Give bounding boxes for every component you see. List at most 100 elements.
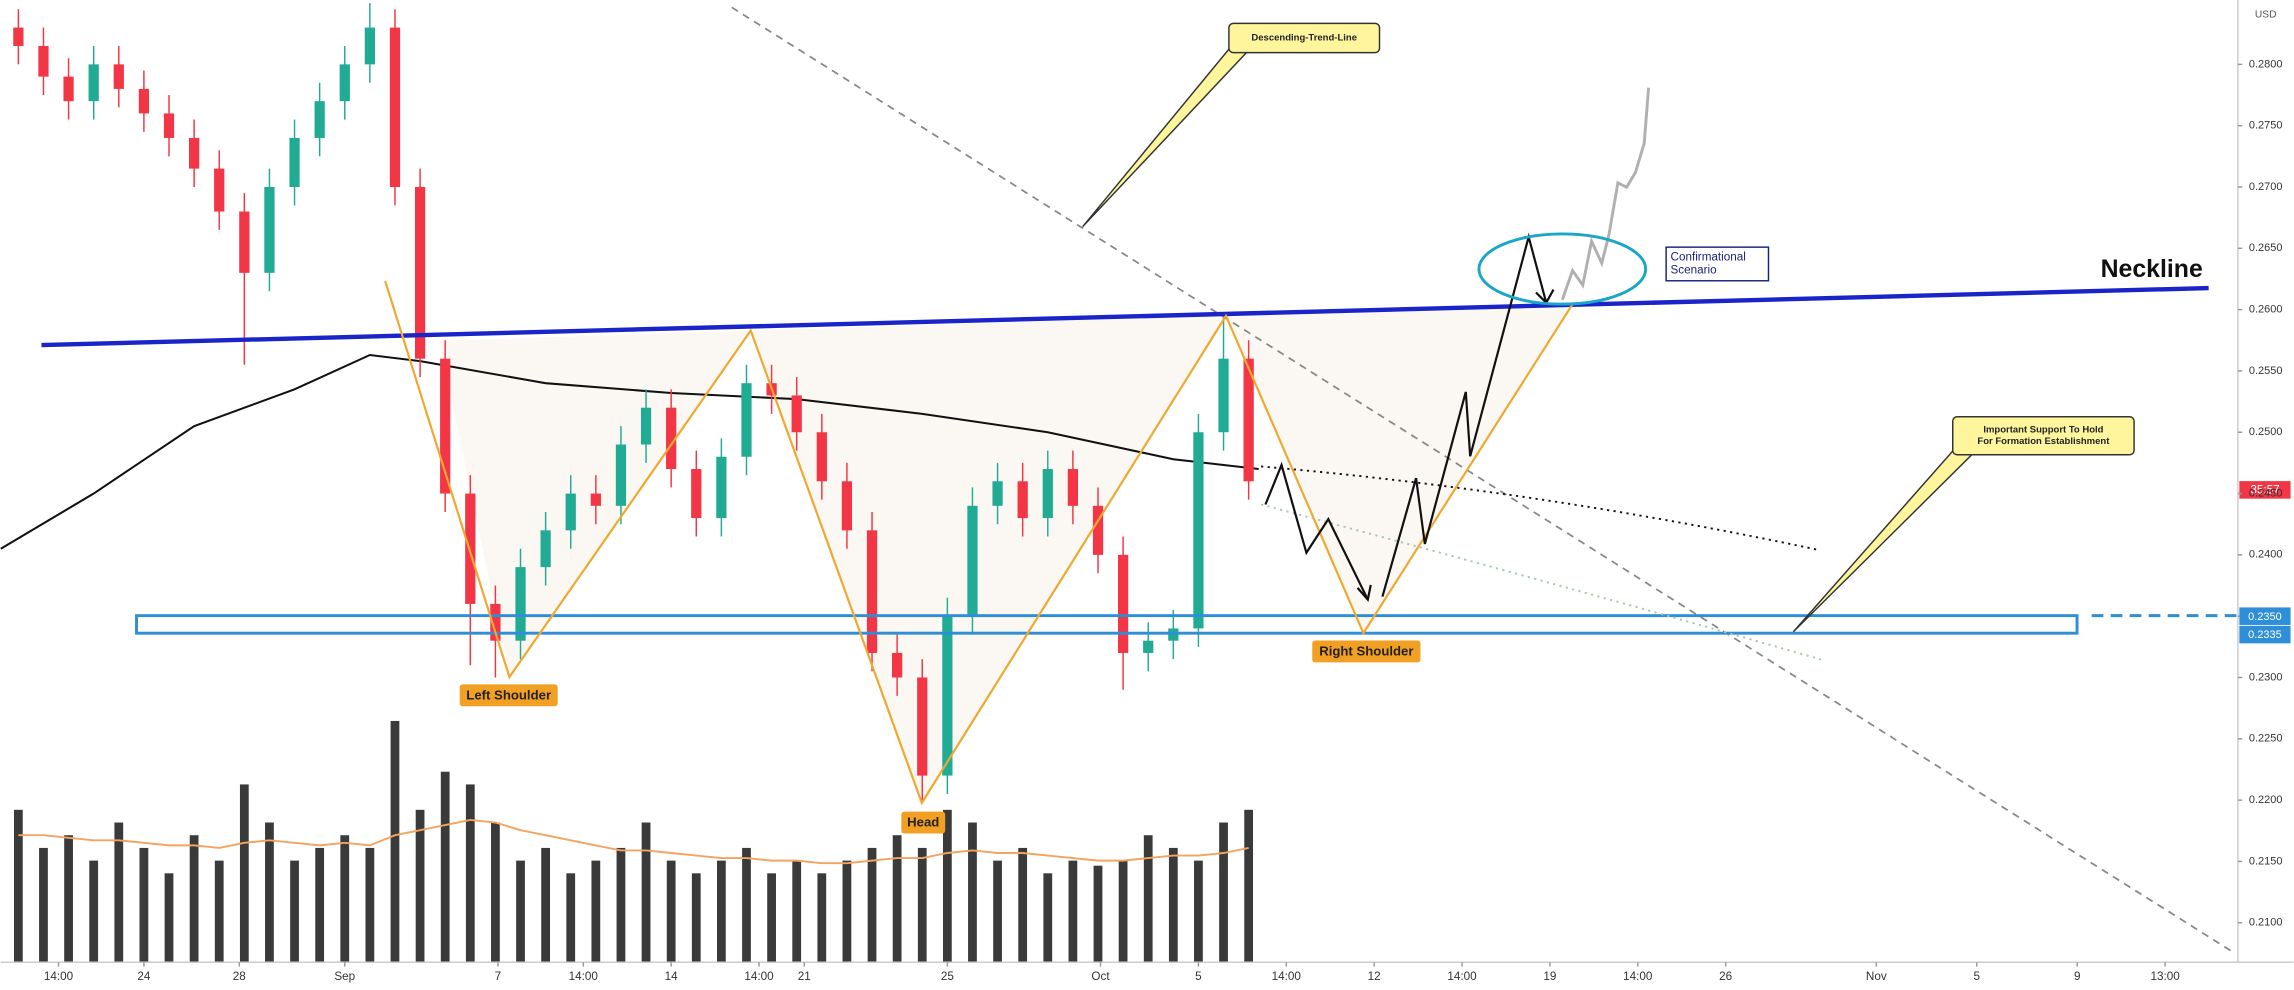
volume-bar [566, 873, 576, 963]
tag-box [459, 684, 558, 707]
candle-body [967, 505, 978, 617]
candle-body [515, 567, 526, 641]
volume-bar [742, 847, 751, 963]
volume-bar [842, 860, 852, 963]
candle-body [88, 64, 99, 102]
candle-body [389, 27, 401, 187]
price-marker-label: 0.2335 [2248, 629, 2282, 641]
volume-bar [189, 835, 199, 963]
volume-bar [415, 809, 425, 963]
candle-body [239, 211, 250, 273]
candle-body [841, 481, 853, 531]
x-tick-label: 25 [941, 970, 955, 983]
x-tick-label: 14 [665, 970, 679, 983]
candle-body [63, 76, 74, 102]
y-tick-label: 0.2100 [2249, 917, 2283, 929]
candle-body [138, 88, 150, 114]
y-tick-label: 0.2600 [2249, 304, 2283, 316]
candle-body [917, 677, 928, 776]
volume-bar [616, 847, 626, 963]
candle-body [741, 383, 752, 457]
volume-bar [1168, 847, 1178, 963]
y-tick-label: 0.2800 [2249, 58, 2283, 70]
volume-bar [1018, 847, 1028, 963]
projection-path [1264, 461, 1369, 601]
x-tick-label: 12 [1368, 970, 1381, 983]
volume-bar [666, 860, 676, 963]
y-tick-label: 0.2650 [2249, 242, 2283, 254]
price-marker-label: 0.2350 [2248, 611, 2282, 623]
x-tick-label: 7 [495, 970, 502, 983]
candle-body [666, 407, 677, 470]
x-tick-label: 9 [2074, 970, 2081, 983]
candle-body [339, 64, 350, 102]
candle-body [565, 493, 576, 531]
candle-body [942, 616, 953, 776]
candle-body [540, 530, 551, 568]
y-tick-label: 0.2750 [2249, 120, 2283, 132]
volume-bar [64, 835, 73, 963]
x-tick-label: 19 [1543, 970, 1556, 983]
volume-bar [491, 822, 500, 963]
x-tick-label: 5 [1974, 970, 1981, 983]
volume-bar [792, 860, 802, 963]
x-tick-label: Oct [1091, 970, 1110, 983]
candle-body [13, 27, 24, 46]
x-tick-label: 5 [1195, 970, 1202, 983]
tag-box [1312, 640, 1421, 663]
pattern-zigzag [384, 280, 1574, 806]
candle-body [1017, 481, 1028, 519]
volume-bar [114, 822, 124, 963]
volume-bar [1219, 822, 1228, 963]
volume-bar [390, 720, 400, 963]
candle-body [866, 530, 878, 653]
volume-bar [716, 860, 726, 963]
candle-body [791, 395, 802, 433]
volume-bar [541, 847, 551, 963]
volume-bar [641, 822, 651, 963]
x-tick-label: Nov [1866, 970, 1887, 983]
volume-bar [892, 835, 902, 963]
arrow-head [1356, 584, 1372, 602]
volume-bar [1143, 835, 1153, 963]
x-tick-label: 21 [798, 970, 811, 983]
candle-body [590, 493, 601, 506]
volume-bar [13, 809, 23, 963]
volume-bar [867, 847, 877, 963]
tag-text: Left Shoulder [466, 688, 551, 703]
candle-body [1092, 505, 1104, 555]
candle-body [314, 101, 325, 138]
volume-bar [516, 860, 525, 963]
volume-bar [1068, 860, 1078, 963]
callout-text: For Formation Establishment [1977, 436, 2110, 447]
volume-bar [1043, 873, 1053, 963]
volume-bar [315, 847, 325, 963]
candle-body [38, 45, 49, 77]
volume-bar [691, 873, 701, 963]
y-tick-label: 0.2150 [2249, 855, 2283, 867]
volume-bar [817, 873, 827, 963]
y-tick-label: 0.2700 [2249, 181, 2283, 193]
volume-bar [39, 847, 48, 963]
volume-bar [1194, 860, 1203, 963]
moving-average [0, 353, 1259, 550]
callout-box [1952, 416, 2135, 456]
candle-body [716, 456, 727, 519]
support-zone [135, 614, 2079, 635]
descending-trend-line [731, 6, 2232, 952]
candle-body [892, 652, 903, 678]
x-tick-label: 28 [233, 970, 246, 983]
tag-text: Right Shoulder [1319, 644, 1413, 659]
callout-box [1228, 22, 1381, 54]
price-marker-box [2239, 625, 2291, 644]
scenario-text: Confirmational [1671, 250, 1746, 263]
candle-body [289, 137, 300, 187]
x-tick-label: 14:00 [1623, 970, 1653, 983]
scenario-box [1665, 246, 1770, 282]
candle-body [188, 137, 200, 169]
x-tick-label: 13:00 [2150, 970, 2180, 983]
scenario-text: Scenario [1671, 264, 1718, 277]
